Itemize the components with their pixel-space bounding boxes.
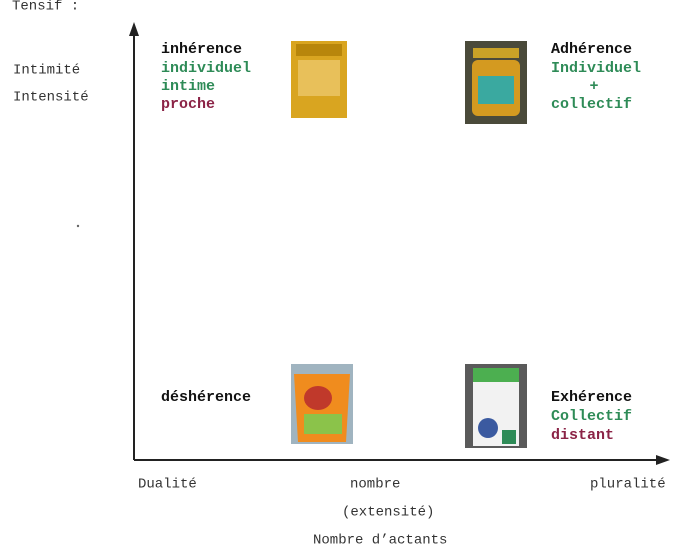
- quadrant-line: proche: [161, 96, 215, 113]
- x-arrow: [656, 455, 670, 465]
- product-image: [291, 364, 353, 444]
- quadrant-line: individuel: [161, 60, 251, 77]
- x-axis-title: Nombre d’actants: [313, 533, 447, 548]
- quadrant-title: inhérence: [161, 41, 242, 58]
- quadrant-title: Exhérence: [551, 389, 632, 406]
- x-axis-label: pluralité: [590, 477, 666, 493]
- product-image: [291, 41, 347, 118]
- x-axis-label: Dualité: [138, 477, 197, 493]
- quadrant-line: intime: [161, 78, 215, 95]
- quadrant-title: Adhérence: [551, 41, 632, 58]
- x-axis-label: nombre: [350, 477, 400, 493]
- speck: [76, 224, 80, 228]
- y-arrow: [129, 22, 139, 36]
- y-axis-label: Intensité: [13, 90, 89, 106]
- quadrant-line: collectif: [551, 96, 632, 113]
- header-label: Tensif :: [12, 0, 79, 15]
- x-axis-label: (extensité): [342, 505, 434, 521]
- quadrant-title: déshérence: [161, 389, 251, 406]
- quadrant-line: Individuel: [551, 60, 641, 77]
- y-axis-label: Intimité: [13, 63, 80, 79]
- product-image: [465, 364, 527, 448]
- quadrant-line: distant: [551, 427, 614, 444]
- quadrant-line: Collectif: [551, 408, 632, 425]
- quadrant-line: +: [589, 78, 598, 95]
- product-image: [465, 41, 527, 124]
